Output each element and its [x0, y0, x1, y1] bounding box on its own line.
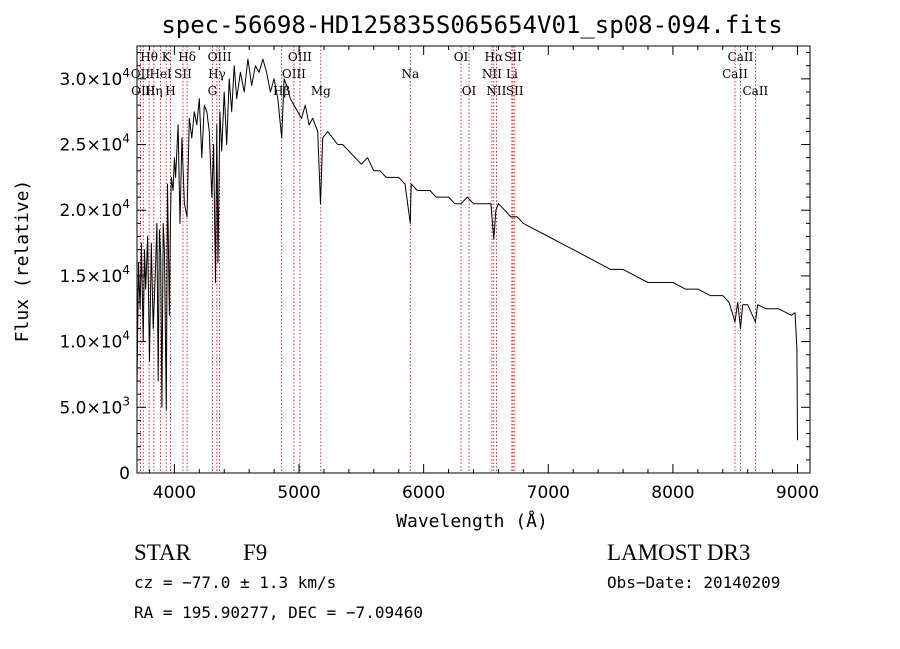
spectrum-series	[136, 58, 798, 441]
line-label: HeI	[149, 67, 172, 81]
line-label: Hβ	[273, 84, 290, 98]
x-tick-label: 4000	[153, 483, 196, 503]
line-label: NII	[482, 67, 502, 81]
line-label: OII	[131, 67, 151, 81]
line-label: Mg	[311, 84, 331, 98]
observation-date: Obs−Date: 20140209	[607, 573, 781, 592]
line-label: OI	[462, 84, 477, 98]
line-label: Hθ	[140, 50, 158, 64]
line-label: OI	[454, 50, 469, 64]
line-label: Li	[506, 67, 518, 81]
line-label: OIII	[131, 84, 155, 98]
y-tick-label: 2.5×104	[59, 132, 130, 156]
line-label: CaII	[722, 67, 748, 81]
line-label: SII	[506, 84, 524, 98]
subclass: F9	[243, 540, 268, 565]
redshift-velocity: cz = −77.0 ± 1.3 km/s	[134, 573, 337, 592]
line-label: Hα	[485, 50, 504, 64]
line-label: G	[208, 84, 218, 98]
line-label: Hδ	[178, 50, 196, 64]
x-tick-label: 8000	[651, 483, 694, 503]
spectrum-line	[136, 58, 798, 441]
line-label: CaII	[742, 84, 768, 98]
line-label: OIII	[208, 50, 232, 64]
y-tick-label: 2.0×104	[59, 197, 130, 221]
y-tick-label: 3.0×104	[59, 66, 130, 90]
x-tick-label: 6000	[402, 483, 445, 503]
object-class: STAR	[134, 540, 191, 565]
coordinates: RA = 195.90277, DEC = −7.09460	[134, 603, 423, 622]
x-axis-label: Wavelength (Å)	[396, 510, 548, 532]
line-label: SII	[174, 67, 192, 81]
x-tick-label: 9000	[776, 483, 819, 503]
line-label: NII	[486, 84, 506, 98]
line-label: Hγ	[208, 67, 226, 81]
line-label: Na	[401, 67, 419, 81]
y-tick-label: 0	[119, 464, 130, 484]
line-label: K	[162, 50, 172, 64]
plot-frame	[136, 45, 811, 474]
line-label: Hη	[145, 84, 163, 98]
y-tick-label: 5.0×103	[59, 394, 130, 418]
survey-name: LAMOST DR3	[607, 540, 751, 565]
line-label: SII	[504, 50, 522, 64]
line-label: CaII	[728, 50, 754, 64]
line-label: OIII	[282, 67, 306, 81]
axes: 4000 5000 6000 7000 8000 9000 0 5.0×103 1.0×104 1…	[59, 46, 819, 503]
line-label: H	[165, 84, 175, 98]
x-tick-label: 7000	[527, 483, 570, 503]
x-tick-label: 5000	[277, 483, 320, 503]
y-tick-label: 1.5×104	[59, 263, 130, 287]
y-tick-label: 1.0×104	[59, 329, 130, 353]
line-markers	[139, 46, 756, 473]
line-label: OIII	[288, 50, 312, 64]
chart-title: spec-56698-HD125835S065654V01_sp08-094.f…	[161, 11, 782, 39]
y-axis-label: Flux (relative)	[12, 180, 33, 343]
